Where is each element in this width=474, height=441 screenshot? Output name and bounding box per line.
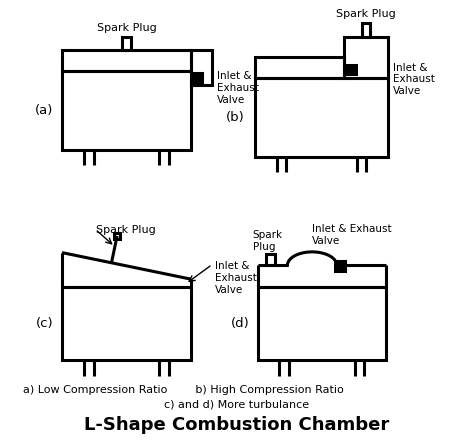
Bar xyxy=(62,71,191,150)
Bar xyxy=(346,64,356,74)
Bar xyxy=(362,23,370,37)
Text: a) Low Compression Ratio        b) High Compression Ratio: a) Low Compression Ratio b) High Compres… xyxy=(23,385,343,395)
Text: Inlet &
Exhaust
Valve: Inlet & Exhaust Valve xyxy=(393,63,435,96)
Text: (d): (d) xyxy=(230,317,249,330)
Text: c) and d) More turbulance: c) and d) More turbulance xyxy=(164,400,310,410)
Bar xyxy=(191,50,212,85)
Bar xyxy=(122,37,131,50)
Bar xyxy=(62,50,191,71)
Text: L-Shape Combustion Chamber: L-Shape Combustion Chamber xyxy=(84,416,390,434)
Bar xyxy=(114,233,120,239)
Bar xyxy=(62,287,191,360)
Bar xyxy=(335,262,345,271)
Text: Spark
Plug: Spark Plug xyxy=(253,230,283,252)
Text: (a): (a) xyxy=(35,104,54,117)
Text: Spark Plug: Spark Plug xyxy=(97,23,157,33)
Text: Inlet & Exhaust
Valve: Inlet & Exhaust Valve xyxy=(312,224,392,246)
Text: Spark Plug: Spark Plug xyxy=(96,225,156,235)
Bar xyxy=(192,73,202,83)
Text: (b): (b) xyxy=(226,111,245,124)
Text: Spark Plug: Spark Plug xyxy=(336,9,396,19)
Bar xyxy=(265,254,274,265)
Text: Inlet &
Exhaust
Valve: Inlet & Exhaust Valve xyxy=(217,71,259,105)
Bar xyxy=(255,78,388,157)
Text: (c): (c) xyxy=(36,317,53,330)
Bar xyxy=(258,287,386,360)
Text: Inlet &
Exhaust
Valve: Inlet & Exhaust Valve xyxy=(215,262,257,295)
Bar xyxy=(344,37,388,78)
Bar xyxy=(255,56,344,78)
